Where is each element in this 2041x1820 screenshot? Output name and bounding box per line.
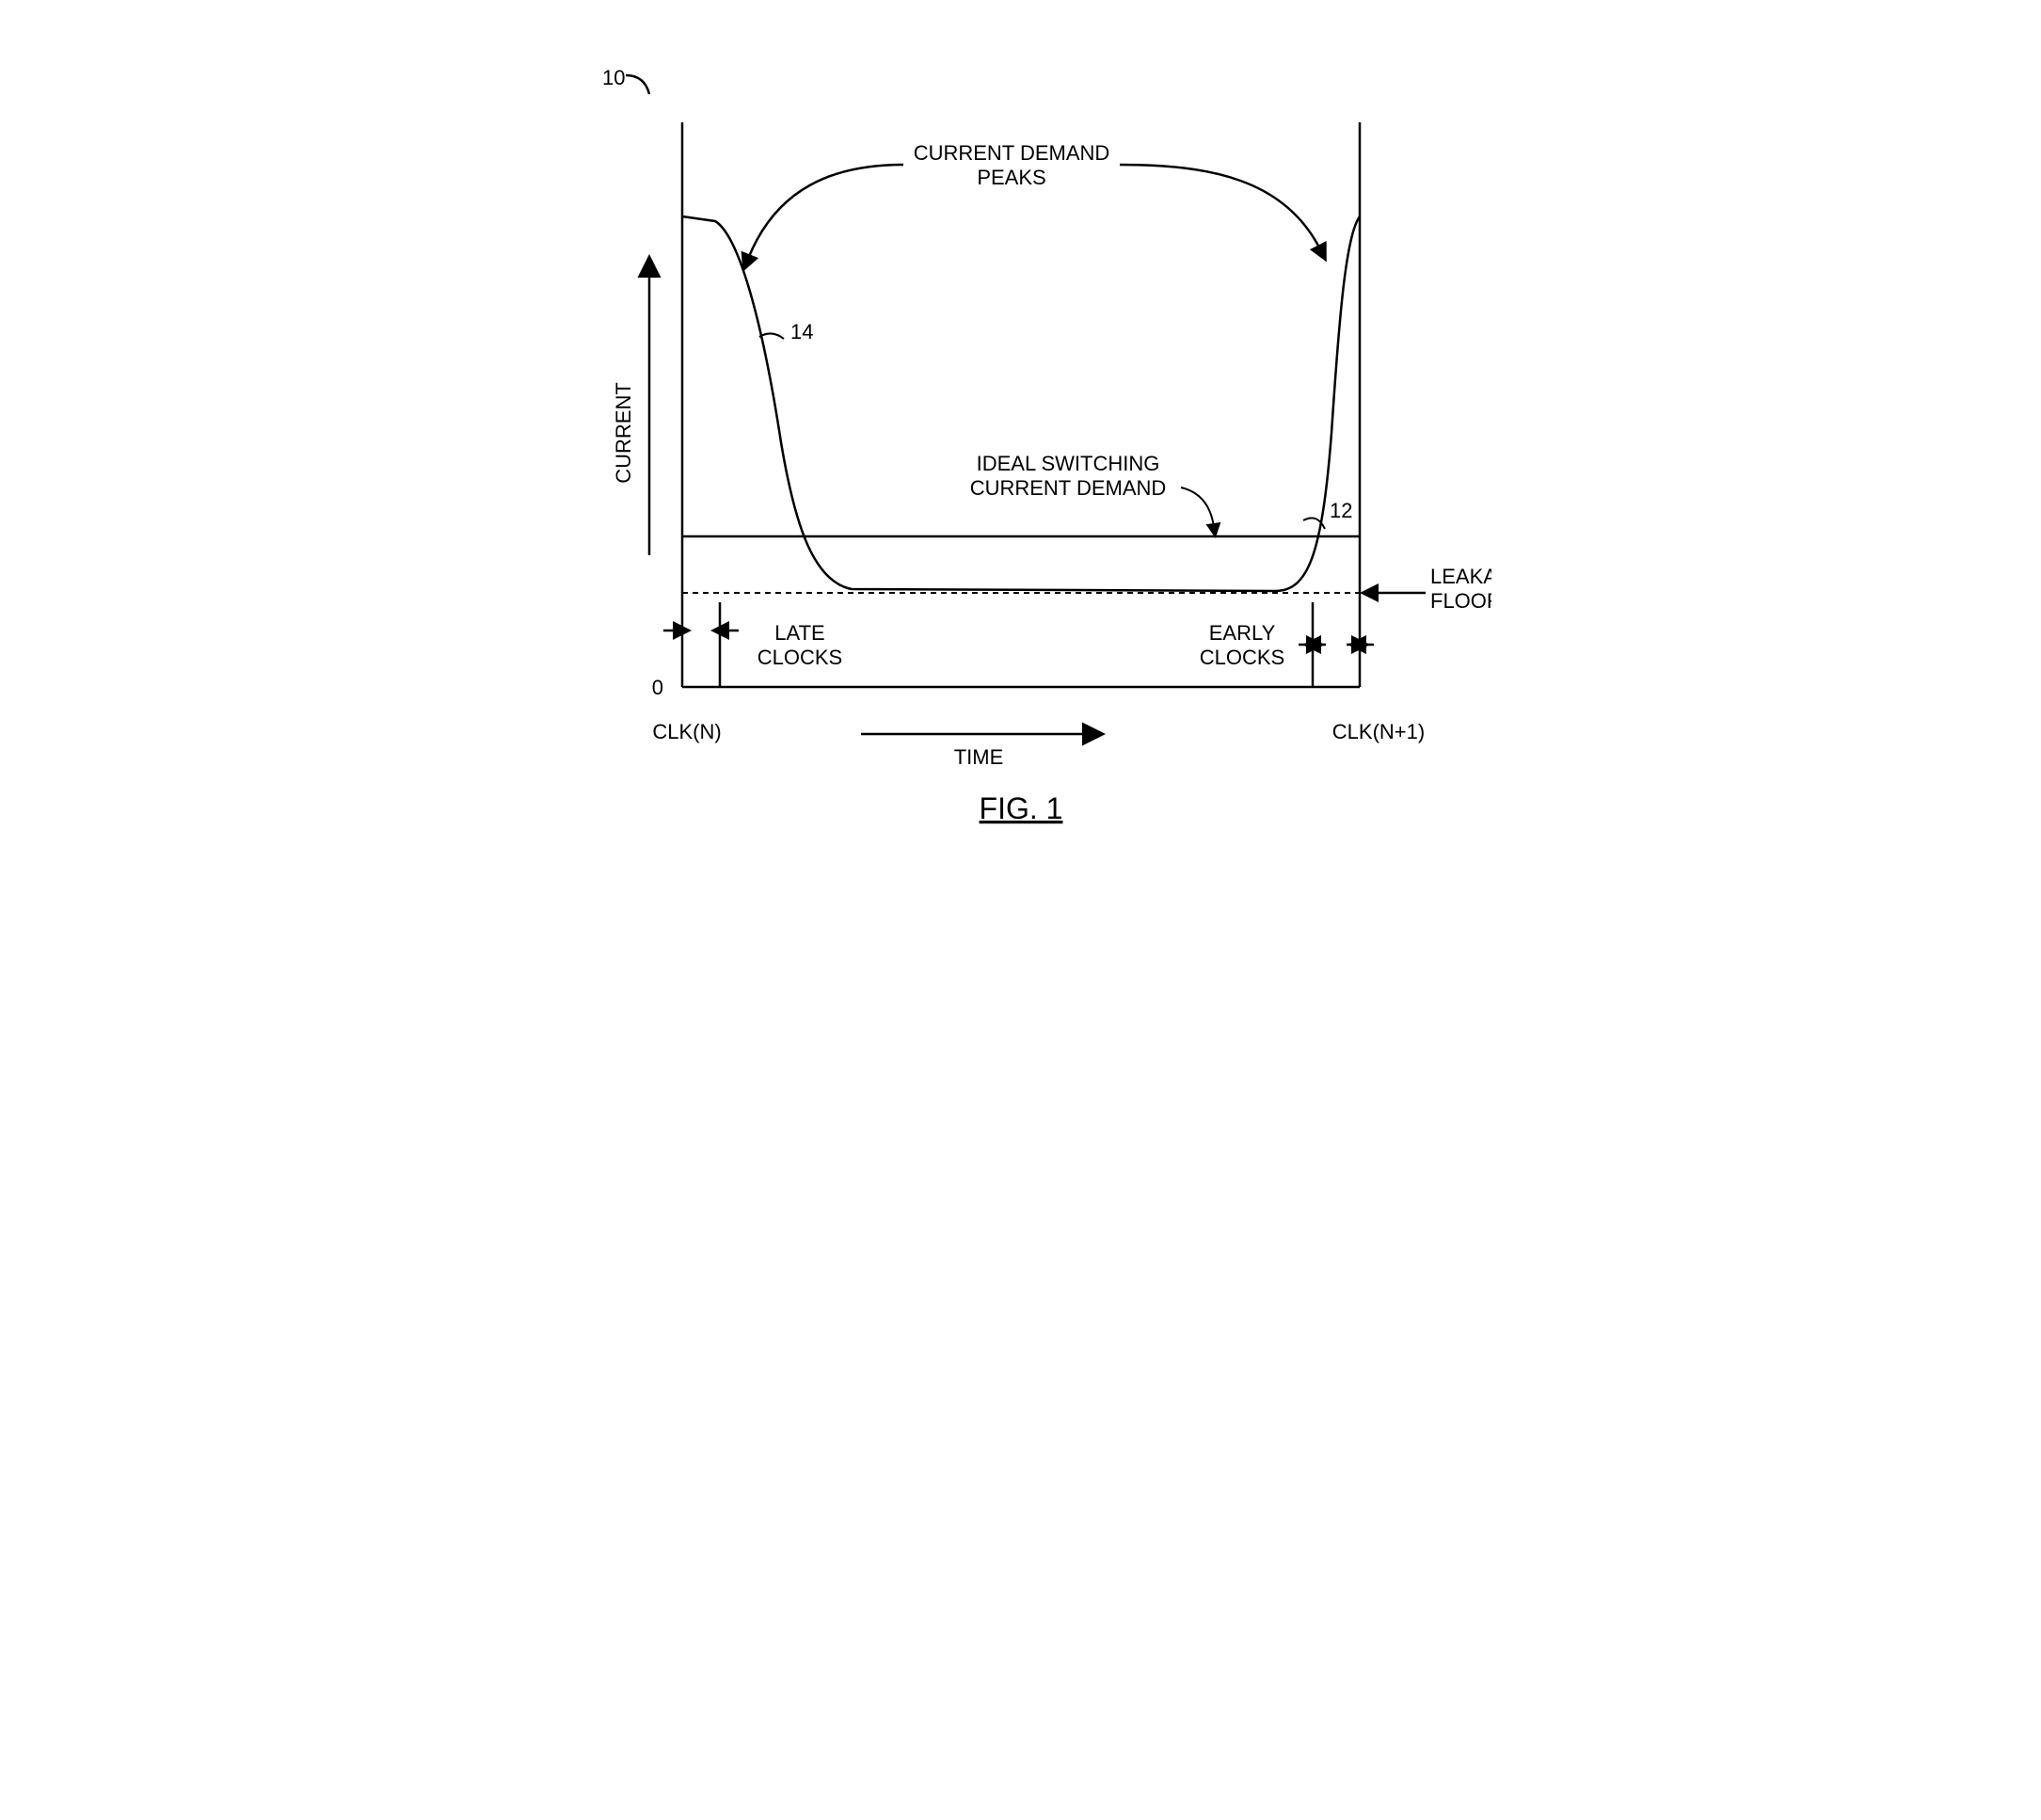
ref-hook-10: [626, 75, 649, 94]
peaks-arrow-left: [748, 165, 903, 259]
ref-label-12: 12: [1330, 499, 1352, 522]
ideal-arrow: [1181, 487, 1214, 527]
ref-label-14: 14: [790, 320, 813, 343]
ideal-label-line2: CURRENT DEMAND: [969, 476, 1166, 500]
clk-n-label: CLK(N): [652, 720, 721, 743]
early-label-line2: CLOCKS: [1199, 646, 1284, 669]
peaks-label-line1: CURRENT DEMAND: [913, 141, 1109, 165]
early-label-line1: EARLY: [1208, 621, 1275, 645]
ref-hook-14: [759, 333, 784, 339]
clk-n1-label: CLK(N+1): [1331, 720, 1424, 743]
origin-label: 0: [651, 676, 662, 699]
late-label-line1: LATE: [774, 621, 824, 645]
figure-svg: 10 CURRENT 0 14 12 IDEAL SWITCHING CURRE…: [550, 38, 1491, 838]
y-axis-label: CURRENT: [612, 382, 635, 484]
peaks-label-line2: PEAKS: [977, 166, 1045, 189]
leakage-label-line1: LEAKAGE: [1430, 565, 1491, 588]
late-label-line2: CLOCKS: [757, 646, 841, 669]
x-axis-label: TIME: [953, 745, 1003, 769]
current-demand-curve: [682, 216, 1360, 591]
peaks-arrow-right: [1120, 165, 1320, 249]
figure-title: FIG. 1: [979, 791, 1062, 825]
leakage-label-line2: FLOOR: [1430, 589, 1491, 613]
figure-container: 10 CURRENT 0 14 12 IDEAL SWITCHING CURRE…: [550, 38, 1491, 885]
ideal-label-line1: IDEAL SWITCHING: [976, 452, 1159, 475]
ref-label-10: 10: [602, 66, 625, 89]
